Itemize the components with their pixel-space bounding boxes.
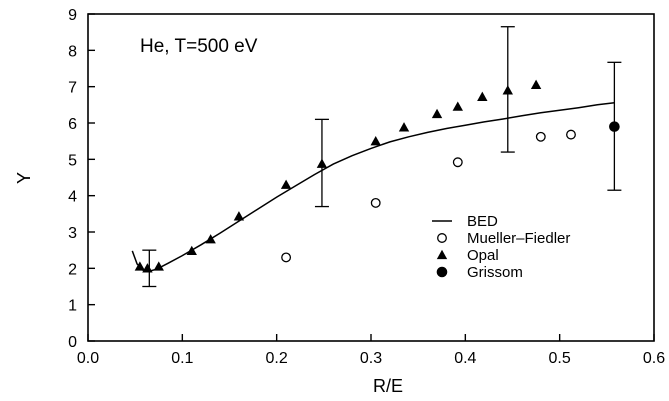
x-axis-title: R/E <box>373 376 403 396</box>
series-bed <box>131 101 615 272</box>
plot-border <box>87 13 655 342</box>
error-bars <box>142 26 622 288</box>
legend-swatch <box>437 233 447 243</box>
series-opal <box>134 79 542 273</box>
series-grissom <box>609 121 620 132</box>
y-tick-label: 4 <box>68 189 77 206</box>
y-tick-label: 0 <box>68 334 77 351</box>
data-point-mueller-fiedler <box>370 197 381 208</box>
legend-item-grissom: Grissom <box>436 264 523 281</box>
data-point-opal <box>370 135 381 146</box>
data-point-opal <box>452 101 463 111</box>
x-tick-label: 0.0 <box>77 350 99 367</box>
x-tick-label: 0.4 <box>454 350 476 367</box>
y-tick-label: 2 <box>68 261 77 278</box>
y-tick-label: 9 <box>68 7 77 24</box>
data-point-opal <box>280 179 292 189</box>
legend-swatch <box>436 266 448 278</box>
x-tick-label: 0.6 <box>643 350 665 367</box>
y-tick-label: 8 <box>68 43 77 60</box>
legend-item-mueller-fiedler: Mueller–Fiedler <box>437 230 570 247</box>
legend-label: BED <box>467 213 498 230</box>
data-point-grissom <box>609 121 620 132</box>
chart-annotation: He, T=500 eV <box>140 36 258 57</box>
data-point-mueller-fiedler <box>281 252 292 263</box>
data-point-opal <box>153 261 164 271</box>
data-point-mueller-fiedler <box>535 131 546 142</box>
y-tick-label: 3 <box>68 225 77 242</box>
data-point-opal <box>398 122 410 132</box>
y-tick-label: 7 <box>68 80 77 97</box>
data-point-opal <box>477 91 488 101</box>
x-tick-label: 0.3 <box>360 350 382 367</box>
legend-item-opal: Opal <box>436 247 499 264</box>
data-point-opal <box>134 261 146 271</box>
plot-frame <box>87 13 655 342</box>
data-point-mueller-fiedler <box>566 129 576 140</box>
data-point-opal <box>316 158 328 168</box>
data-point-opal <box>205 234 216 244</box>
x-tick-label: 0.5 <box>549 350 571 367</box>
data-series <box>131 26 622 288</box>
data-point-mueller-fiedler <box>452 157 463 168</box>
x-axis-ticks: 0.0 0.1 0.2 0.3 0.4 0.5 0.6 <box>77 334 665 367</box>
y-tick-label: 1 <box>68 298 77 315</box>
data-point-opal <box>142 263 153 273</box>
series-mueller-fiedler <box>281 129 576 263</box>
legend-label: Grissom <box>467 264 523 281</box>
series-line-bed <box>131 101 615 272</box>
data-point-opal <box>233 211 245 221</box>
y-axis-ticks: 0 1 2 3 4 5 6 7 8 9 <box>68 7 95 351</box>
data-point-opal <box>502 85 513 95</box>
legend-item-bed: BED <box>432 213 498 230</box>
legend-swatch <box>436 249 448 260</box>
x-tick-label: 0.2 <box>266 350 288 367</box>
data-point-opal <box>186 245 197 256</box>
data-point-opal <box>431 108 443 119</box>
x-tick-label: 0.1 <box>171 350 193 367</box>
data-point-opal <box>530 79 542 90</box>
y-axis-title: Y <box>14 172 34 184</box>
y-tick-label: 6 <box>68 116 77 133</box>
y-tick-label: 5 <box>68 152 77 169</box>
legend-label: Mueller–Fiedler <box>467 230 570 247</box>
legend-label: Opal <box>467 247 499 264</box>
